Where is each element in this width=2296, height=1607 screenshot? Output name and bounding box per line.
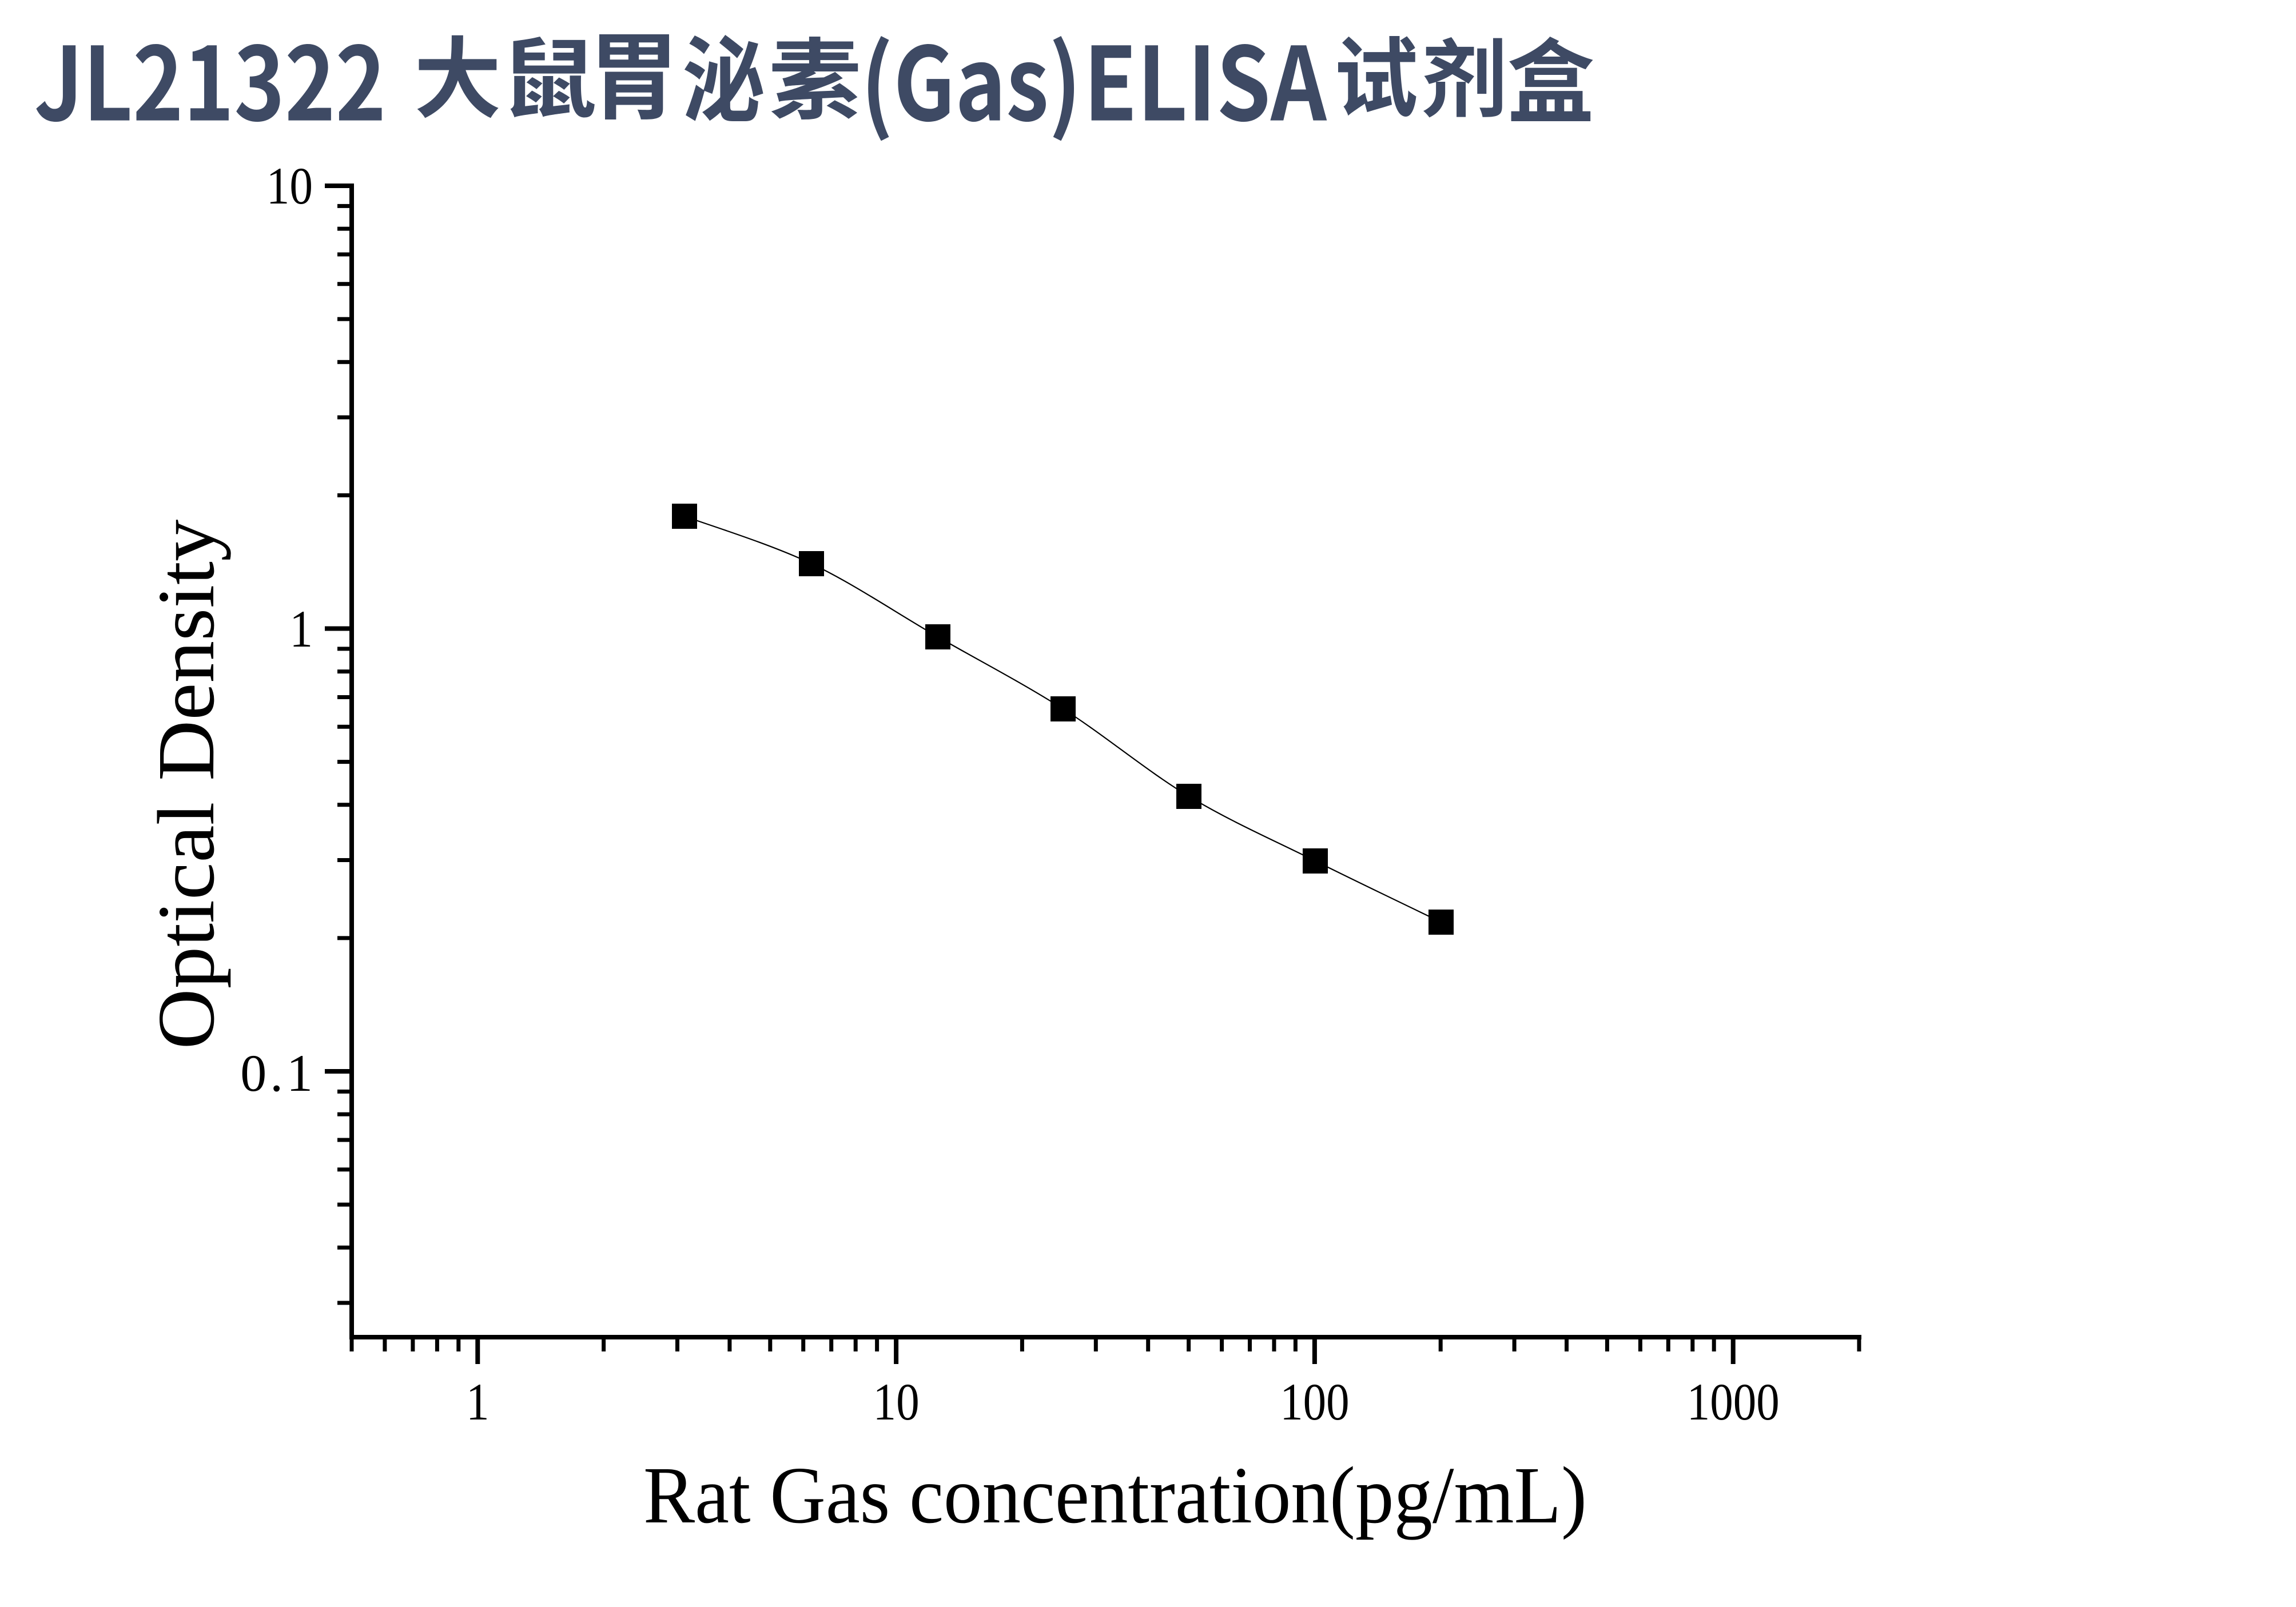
svg-text:1000: 1000 [1687,1373,1780,1431]
svg-text:Optical Density: Optical Density [141,520,231,1050]
svg-text:10: 10 [873,1373,920,1431]
svg-text:1: 1 [466,1373,490,1431]
svg-text:100: 100 [1280,1373,1349,1431]
svg-text:1: 1 [289,600,313,658]
svg-text:0.1: 0.1 [240,1044,313,1102]
svg-text:10: 10 [266,157,313,215]
svg-text:Rat Gas concentration(pg/mL): Rat Gas concentration(pg/mL) [643,1450,1587,1540]
